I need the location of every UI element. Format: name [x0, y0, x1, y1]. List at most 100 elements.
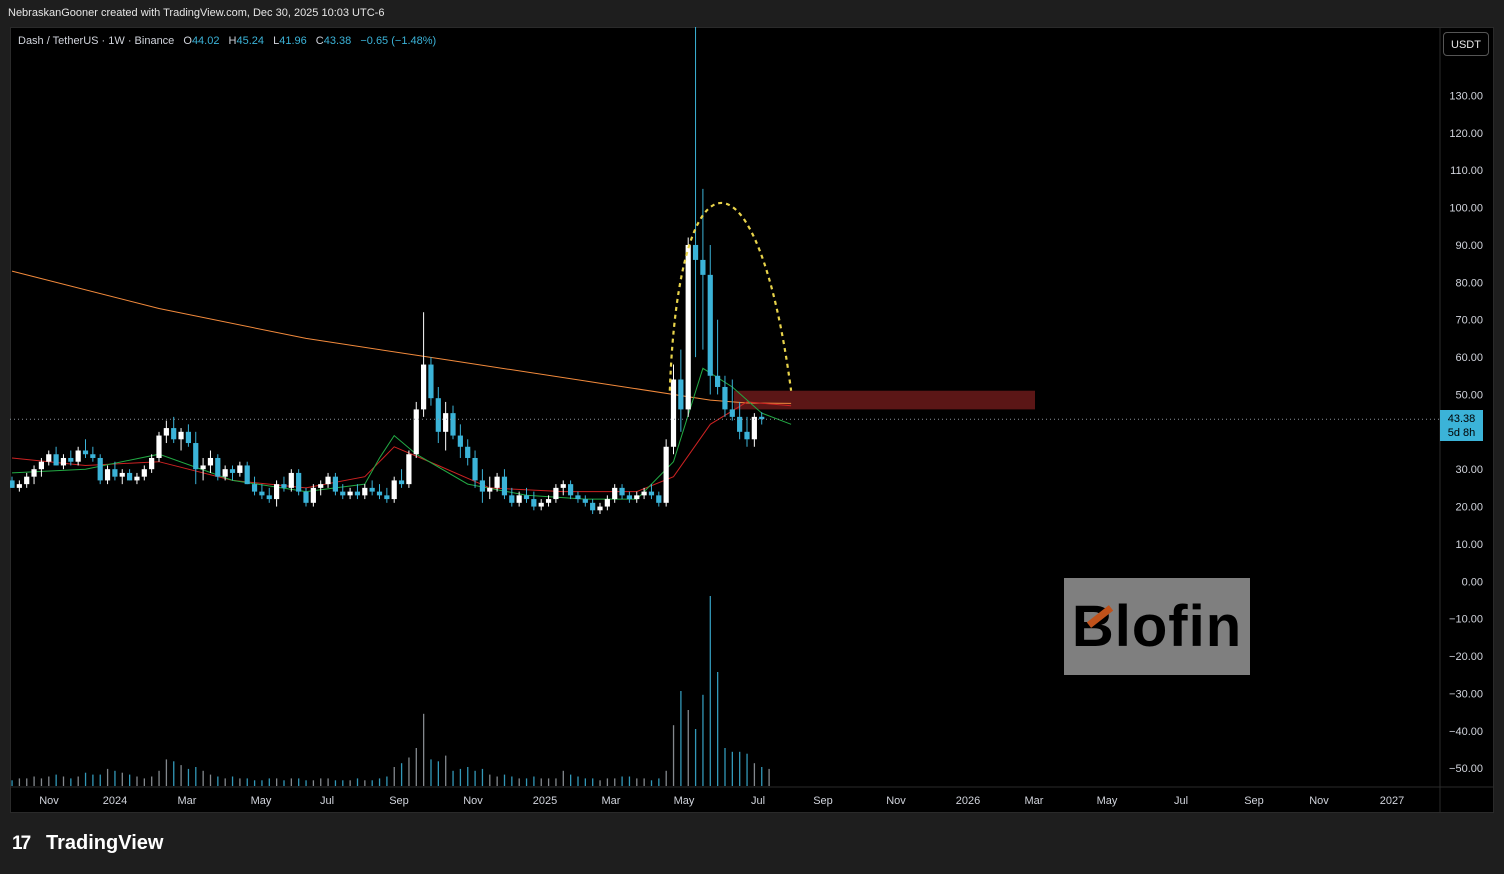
- volume-bar: [680, 691, 682, 786]
- volume-bar: [577, 776, 579, 786]
- volume-bar: [195, 767, 197, 786]
- volume-bar: [717, 672, 719, 786]
- y-tick-label: −10.00: [1449, 614, 1483, 626]
- candle-body: [582, 499, 588, 503]
- volume-bar: [400, 763, 403, 786]
- volume-bar: [253, 780, 256, 786]
- candle-body: [626, 495, 632, 500]
- last-price-value: 43.38: [1447, 413, 1476, 425]
- candle-body: [354, 491, 361, 496]
- candle-body: [24, 476, 30, 485]
- candle-body: [104, 469, 111, 481]
- candle-body: [251, 484, 258, 492]
- volume-bar: [378, 778, 381, 786]
- volume-bar: [768, 768, 770, 786]
- price-chart[interactable]: 130.00 120.00 110.00 100.00 90.00 80.00 70.00 6…: [10, 27, 1494, 813]
- volume-bar: [261, 780, 263, 786]
- volume-bar: [459, 768, 462, 786]
- candle-body: [685, 244, 691, 410]
- bar-countdown: 5d 8h: [1447, 427, 1476, 439]
- x-tick-label: Jul: [320, 795, 334, 807]
- volume-bar: [503, 774, 506, 786]
- volume-bar: [702, 694, 704, 786]
- blofin-watermark: Blofin: [1064, 578, 1250, 675]
- candle-body: [700, 259, 706, 275]
- symbol-legend: Dash / TetherUS · 1W · Binance O44.02 H4…: [18, 35, 436, 47]
- y-tick-label: 50.00: [1455, 389, 1483, 401]
- tradingview-logo-icon: 17: [12, 833, 31, 854]
- volume-bar: [518, 778, 520, 786]
- volume-bar: [356, 778, 359, 786]
- candle-body: [134, 476, 140, 481]
- candle-body: [376, 491, 383, 496]
- volume-bar: [246, 778, 248, 786]
- x-tick-label: May: [251, 795, 272, 807]
- candle-body: [244, 465, 250, 485]
- candle-body: [656, 495, 662, 503]
- candle-body: [722, 386, 728, 410]
- candle-body: [207, 457, 214, 466]
- volume-bar: [511, 776, 513, 786]
- top-bar: NebraskanGooner created with TradingView…: [0, 0, 1504, 26]
- volume-bar: [739, 751, 741, 786]
- volume-bar: [84, 772, 87, 786]
- volume-bar: [467, 767, 469, 786]
- volume-bar: [349, 780, 351, 786]
- volume-bar: [592, 778, 594, 786]
- candle-body: [68, 457, 74, 462]
- volume-bar: [114, 770, 116, 786]
- volume-bar: [489, 774, 491, 786]
- candle-body: [259, 491, 265, 496]
- y-tick-label: 100.00: [1449, 203, 1483, 215]
- x-tick-label: Jul: [751, 795, 765, 807]
- volume-bar: [121, 772, 123, 786]
- ema-long-line: [11, 270, 792, 404]
- candle-body: [274, 484, 280, 500]
- candle-body: [369, 487, 375, 492]
- open-label: O: [183, 35, 192, 47]
- candle-body: [590, 502, 596, 511]
- low-label: L: [273, 35, 280, 47]
- volume-bar: [99, 774, 101, 786]
- low-value: 41.96: [279, 35, 307, 47]
- candle-body: [119, 472, 125, 477]
- candle-body: [545, 499, 552, 503]
- x-tick-label: Jul: [1174, 795, 1188, 807]
- candle-body: [516, 495, 522, 503]
- volume-bar: [687, 710, 689, 786]
- volume-bar: [599, 780, 601, 786]
- candle-body: [391, 480, 397, 500]
- tradingview-logo[interactable]: 17 TradingView: [12, 832, 163, 855]
- volume-bar: [525, 778, 528, 786]
- volume-bar: [62, 776, 65, 786]
- currency-button[interactable]: USDT: [1443, 32, 1489, 56]
- candle-body: [406, 454, 412, 485]
- candle-body: [266, 495, 272, 500]
- y-tick-label: 120.00: [1449, 128, 1483, 140]
- candle-body: [193, 443, 199, 470]
- volume-bar: [584, 778, 586, 786]
- candle-body: [428, 364, 434, 399]
- candle-body: [127, 472, 133, 481]
- candle-body: [222, 469, 228, 477]
- volume-bar: [746, 753, 748, 786]
- volume-bar: [423, 713, 425, 786]
- candle-body: [597, 506, 603, 511]
- volume-bar: [92, 774, 94, 786]
- volume-bar: [496, 776, 498, 786]
- volume-bar: [48, 776, 50, 786]
- volume-bar: [452, 770, 454, 786]
- y-tick-label: 110.00: [1450, 165, 1483, 177]
- candle-body: [171, 428, 177, 440]
- candle-body: [619, 487, 625, 496]
- candle-body: [53, 454, 59, 466]
- volume-bar: [415, 748, 417, 786]
- volume-bar: [547, 778, 550, 786]
- candle-body: [303, 491, 309, 503]
- volume-bar: [151, 776, 153, 786]
- volume-bar: [474, 770, 476, 786]
- volume-bar: [636, 778, 638, 786]
- candle-body: [707, 274, 713, 376]
- candle-body: [90, 454, 96, 458]
- candle-body: [347, 491, 353, 496]
